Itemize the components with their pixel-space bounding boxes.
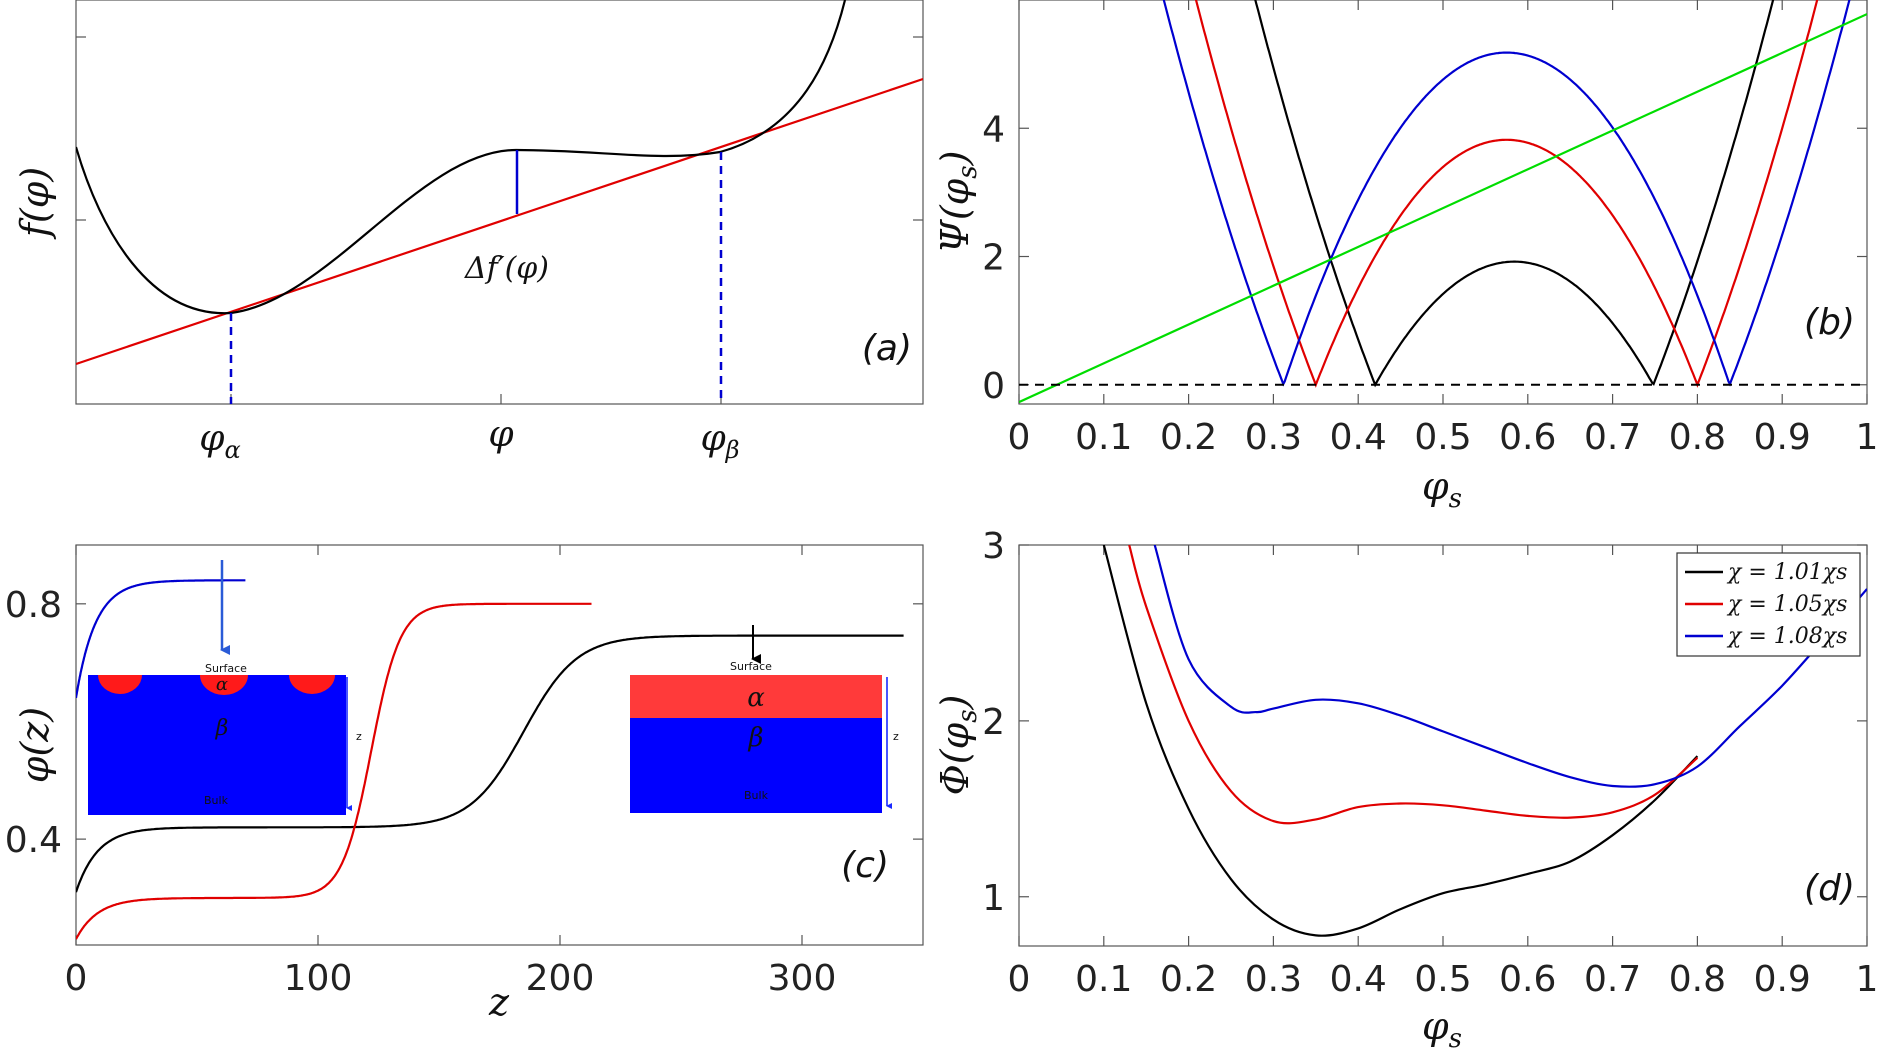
panel-b-label: (b) bbox=[1804, 302, 1855, 343]
panel-d-xtick-label: 0.3 bbox=[1245, 959, 1302, 1000]
panel-a-annotation: Δf′(φ) bbox=[464, 251, 549, 286]
inset-droplets-bulk bbox=[88, 675, 346, 815]
panel-d-xlabel: φs bbox=[1422, 1004, 1462, 1049]
panel-d-xtick-label: 0.1 bbox=[1075, 959, 1132, 1000]
panel-a-frame bbox=[75, 0, 924, 405]
inset-droplets-bulk-label: Bulk bbox=[204, 794, 229, 807]
panel-b-xtick-label: 0.4 bbox=[1330, 417, 1387, 458]
panel-d-series-0 bbox=[1102, 545, 1699, 937]
panel-a-free-energy-curve bbox=[76, 0, 847, 315]
panel-d-xtick-label: 0.8 bbox=[1669, 959, 1726, 1000]
panel-c-series-0 bbox=[76, 634, 904, 893]
panel-b-ytick-label: 0 bbox=[982, 366, 1005, 407]
panel-b-xtick-label: 0.6 bbox=[1499, 417, 1556, 458]
inset-layer-surface-label: Surface bbox=[730, 660, 772, 673]
panel-c: 0 100 200 300 0.4 0.8 φ(z) z (c) Surface α β … bbox=[5, 544, 924, 1024]
panel-d-xtick-label: 0.5 bbox=[1414, 959, 1471, 1000]
legend-entry-1: χ = 1.01χs bbox=[1726, 560, 1847, 585]
panel-d-ylabel: Φ(φs) bbox=[933, 695, 983, 796]
panel-a-xtick-phi-beta: φβ bbox=[700, 418, 739, 464]
panel-d-xtick-label: 0.2 bbox=[1160, 959, 1217, 1000]
panel-b-ytick-label: 4 bbox=[982, 109, 1005, 150]
panel-d-xtick-label: 0 bbox=[1008, 959, 1031, 1000]
inset-layer-alpha-band bbox=[630, 675, 882, 718]
panel-d-series-2 bbox=[1153, 545, 1867, 788]
panel-a-tangent-line bbox=[76, 77, 923, 366]
panel-d-xtick-label: 0.4 bbox=[1330, 959, 1387, 1000]
panel-c-tick-labels: 0 100 200 300 0.4 0.8 bbox=[5, 585, 837, 999]
panel-d-legend: χ = 1.01χs χ = 1.05χs χ = 1.08χs bbox=[1676, 552, 1861, 657]
panel-b-xlabel: φs bbox=[1422, 464, 1462, 514]
panel-d-xtick-label: 1 bbox=[1856, 959, 1878, 1000]
panel-d: 0 0.1 0.2 0.3 0.4 0.5 0.6 0.7 0.8 0.9 1 1 2 3 Φ(φs) φ… bbox=[933, 526, 1878, 1049]
panel-c-frame bbox=[75, 544, 924, 946]
panel-d-ytick-label: 1 bbox=[982, 878, 1005, 919]
panel-b-ytick-label: 2 bbox=[982, 238, 1005, 279]
inset-droplets-z-label: z bbox=[356, 730, 362, 743]
panel-b-xtick-label: 0 bbox=[1008, 417, 1031, 458]
legend-entry-3: χ = 1.08χs bbox=[1726, 624, 1847, 649]
panel-d-curves bbox=[1102, 545, 1867, 937]
panel-c-ytick-label: 0.8 bbox=[5, 585, 62, 626]
panel-d-tick-labels: 0 0.1 0.2 0.3 0.4 0.5 0.6 0.7 0.8 0.9 1 1 2 3 bbox=[982, 526, 1878, 1000]
panel-c-ytick-label: 0.4 bbox=[5, 820, 62, 861]
panel-a-ylabel: f(φ) bbox=[13, 167, 57, 240]
panel-d-series-1 bbox=[1128, 545, 1699, 825]
panel-b-xtick-label: 0.1 bbox=[1075, 417, 1132, 458]
panel-a: f(φ) Δf′(φ) (a) φα φ φβ bbox=[13, 0, 924, 464]
panel-c-ylabel: φ(z) bbox=[13, 707, 57, 783]
panel-b-curves bbox=[1019, 0, 1867, 404]
panel-a-xtick-phi-alpha: φα bbox=[199, 418, 240, 464]
panel-b: 0 0.1 0.2 0.3 0.4 0.5 0.6 0.7 0.8 0.9 1 0 2 4 Ψ(φs) φ… bbox=[933, 0, 1878, 514]
panel-c-xtick-label: 0 bbox=[65, 958, 88, 999]
panel-d-ytick-label: 3 bbox=[982, 526, 1005, 567]
panel-d-xtick-label: 0.7 bbox=[1584, 959, 1641, 1000]
inset-droplets: Surface α β Bulk z bbox=[88, 560, 362, 815]
inset-layer-beta: β bbox=[747, 723, 763, 753]
panel-c-curves bbox=[76, 579, 904, 940]
panel-b-xtick-label: 0.3 bbox=[1245, 417, 1302, 458]
inset-droplets-alpha: α bbox=[216, 674, 228, 695]
panel-b-linear-line bbox=[1019, 13, 1867, 404]
panel-b-xtick-label: 0.7 bbox=[1584, 417, 1641, 458]
panel-c-xlabel: z bbox=[488, 980, 510, 1024]
inset-layer: Surface α β Bulk z bbox=[630, 625, 899, 813]
inset-droplets-surface-label: Surface bbox=[205, 662, 247, 675]
panel-b-series-1 bbox=[1194, 0, 1819, 388]
panel-b-ylabel: Ψ(φs) bbox=[933, 151, 983, 254]
inset-droplet-2 bbox=[200, 675, 248, 695]
panel-c-label: (c) bbox=[841, 845, 889, 886]
panel-b-tick-labels: 0 0.1 0.2 0.3 0.4 0.5 0.6 0.7 0.8 0.9 1 0 2 4 bbox=[982, 109, 1878, 458]
panel-b-xtick-label: 0.5 bbox=[1414, 417, 1471, 458]
panel-b-series-2 bbox=[1162, 0, 1851, 387]
legend-entry-2: χ = 1.05χs bbox=[1726, 592, 1847, 617]
panel-c-xtick-label: 100 bbox=[284, 958, 353, 999]
panel-d-xtick-label: 0.6 bbox=[1499, 959, 1556, 1000]
inset-droplet-1 bbox=[98, 675, 142, 694]
panel-b-xtick-label: 0.9 bbox=[1754, 417, 1811, 458]
inset-droplet-3 bbox=[289, 675, 335, 694]
panel-c-series-2 bbox=[76, 579, 246, 699]
panel-c-series-1 bbox=[76, 602, 592, 940]
panel-b-xtick-label: 1 bbox=[1856, 417, 1878, 458]
panel-c-xtick-label: 200 bbox=[526, 958, 595, 999]
panel-d-label: (d) bbox=[1804, 868, 1855, 909]
panel-b-xtick-label: 0.2 bbox=[1160, 417, 1217, 458]
inset-layer-bulk bbox=[630, 718, 882, 813]
panel-c-ticks bbox=[75, 545, 923, 945]
panel-b-ticks bbox=[1018, 0, 1868, 404]
panel-b-xtick-label: 0.8 bbox=[1669, 417, 1726, 458]
panel-a-xtick-phi: φ bbox=[488, 414, 514, 455]
inset-droplets-beta: β bbox=[215, 716, 229, 741]
panel-c-xtick-label: 300 bbox=[768, 958, 837, 999]
panel-d-ytick-label: 2 bbox=[982, 702, 1005, 743]
panel-b-series-0 bbox=[1254, 0, 1775, 388]
panel-d-ticks bbox=[1018, 544, 1868, 946]
inset-layer-bulk-label: Bulk bbox=[744, 789, 769, 802]
panel-a-label: (a) bbox=[862, 328, 912, 369]
panel-d-xtick-label: 0.9 bbox=[1754, 959, 1811, 1000]
inset-layer-alpha: α bbox=[747, 683, 765, 713]
inset-layer-z-label: z bbox=[893, 730, 899, 743]
